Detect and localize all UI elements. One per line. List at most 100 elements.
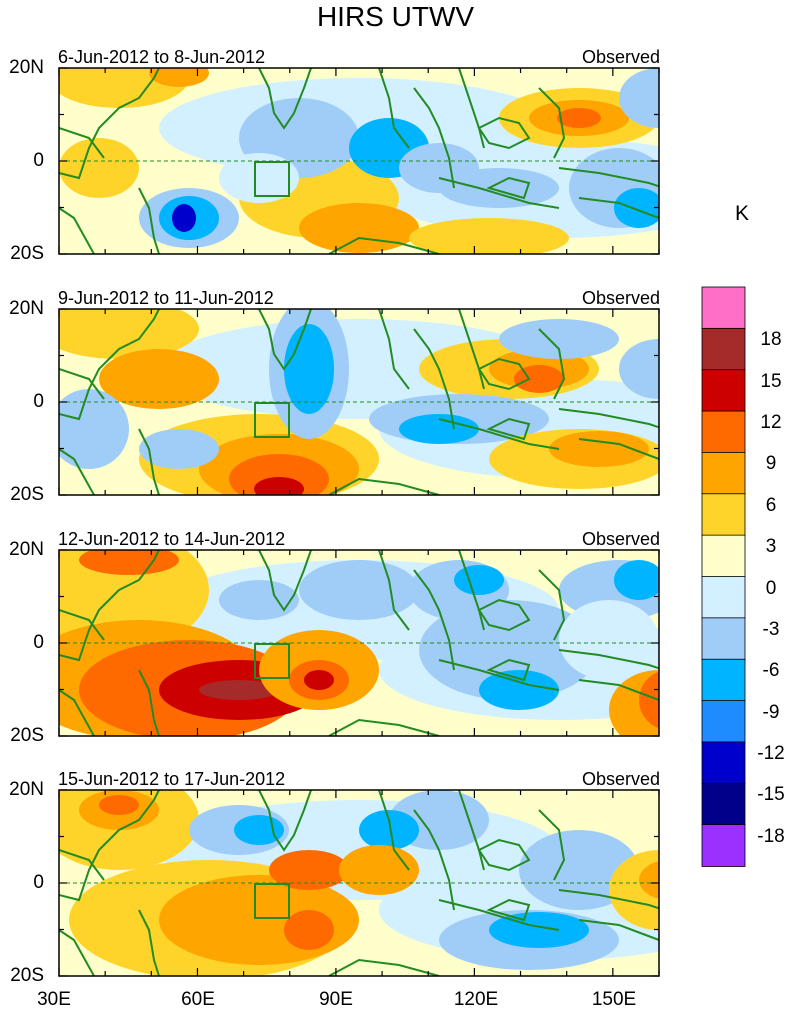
colorbar-swatch xyxy=(701,782,746,826)
anomaly-contour xyxy=(619,339,659,399)
coastline xyxy=(486,658,531,682)
anomaly-map xyxy=(58,789,660,977)
anomaly-contour xyxy=(614,560,659,600)
colorbar-tick-label: 9 xyxy=(765,453,777,475)
coastline xyxy=(477,598,531,632)
lat-label-20n: 20N xyxy=(9,298,44,319)
anomaly-contour xyxy=(359,810,419,850)
coastline xyxy=(59,127,105,159)
coastline xyxy=(538,328,566,400)
target-region-box xyxy=(254,402,290,438)
lat-label-0: 0 xyxy=(33,632,44,653)
coastline xyxy=(413,569,455,671)
panel-observed-tag: Observed xyxy=(581,769,660,789)
colorbar-swatch xyxy=(701,452,746,495)
coastline xyxy=(59,849,105,881)
lat-label-20n: 20N xyxy=(9,57,44,78)
colorbar-tick-label: 6 xyxy=(765,494,777,516)
coastline xyxy=(438,899,560,931)
colorbar-swatch xyxy=(701,286,746,330)
coastline xyxy=(438,177,560,209)
colorbar-tick-label: 0 xyxy=(765,577,777,599)
map-panel-3: 12-Jun-2012 to 14-Jun-2012 Observed 20N 0 20… xyxy=(0,528,791,768)
anomaly-contour xyxy=(149,68,209,87)
colorbar-swatch xyxy=(701,700,746,743)
lat-label-20s: 20S xyxy=(10,725,44,746)
anomaly-contour xyxy=(399,414,479,444)
coastline xyxy=(328,958,440,976)
coastline xyxy=(438,659,560,691)
anomaly-contour xyxy=(219,580,299,620)
anomaly-contour xyxy=(254,477,304,495)
lon-label-90e: 90E xyxy=(319,989,353,1010)
panel-observed-tag: Observed xyxy=(581,529,660,549)
anomaly-contour xyxy=(199,680,279,700)
coastline xyxy=(538,809,566,881)
anomaly-map xyxy=(58,67,660,255)
map-panel-2: 9-Jun-2012 to 11-Jun-2012 Observed 20N 0 20S xyxy=(0,287,791,527)
anomaly-contour xyxy=(619,68,659,128)
panel-date-range: 9-Jun-2012 to 11-Jun-2012 xyxy=(58,288,274,308)
coastline xyxy=(59,929,95,976)
coastline xyxy=(558,167,659,188)
coastline xyxy=(258,790,312,852)
coastline xyxy=(486,417,531,441)
target-region-box xyxy=(254,161,290,197)
coastline xyxy=(328,236,440,254)
coastline xyxy=(578,679,659,702)
coastline xyxy=(138,669,160,736)
lon-label-120e: 120E xyxy=(453,989,499,1010)
coastline xyxy=(458,68,485,149)
lat-label-0: 0 xyxy=(33,391,44,412)
panel-date-range: 15-Jun-2012 to 17-Jun-2012 xyxy=(58,769,286,789)
coastline xyxy=(328,477,440,495)
coastline xyxy=(486,176,531,200)
coastline xyxy=(558,889,659,910)
coastline xyxy=(59,790,160,902)
coastline xyxy=(458,550,485,631)
colorbar-tick-label: 15 xyxy=(760,370,782,392)
coastline xyxy=(413,87,455,189)
colorbar-unit: K xyxy=(735,202,750,225)
panel-date-range: 12-Jun-2012 to 14-Jun-2012 xyxy=(58,529,286,549)
coastline xyxy=(59,368,105,400)
coastline xyxy=(558,649,659,670)
colorbar-tick-label: 3 xyxy=(765,536,777,558)
anomaly-contour xyxy=(549,431,649,467)
anomaly-contour xyxy=(219,153,299,203)
anomaly-contour xyxy=(557,108,601,128)
coastline xyxy=(477,357,531,391)
lon-label-150e: 150E xyxy=(591,989,637,1010)
colorbar-swatch xyxy=(701,741,746,785)
coastline xyxy=(438,418,560,450)
coastline xyxy=(378,68,410,149)
coastline xyxy=(378,790,410,871)
colorbar-tick-label: -9 xyxy=(762,701,780,723)
lat-label-20s: 20S xyxy=(10,243,44,264)
anomaly-contour xyxy=(139,429,219,469)
anomaly-contour xyxy=(284,910,334,950)
coastline xyxy=(258,309,312,371)
lat-label-20s: 20S xyxy=(10,965,44,986)
target-region-box xyxy=(254,643,290,679)
anomaly-contour xyxy=(614,188,659,228)
colorbar-tick-label: 18 xyxy=(760,329,782,351)
anomaly-contour xyxy=(559,600,659,680)
anomaly-contour xyxy=(299,560,419,620)
anomaly-contour xyxy=(59,138,139,198)
panel-date-range: 6-Jun-2012 to 8-Jun-2012 xyxy=(58,47,266,67)
figure-title: HIRS UTWV xyxy=(316,1,475,32)
colorbar-swatch xyxy=(701,658,746,702)
coastline xyxy=(138,428,160,495)
colorbar-tick-label: -18 xyxy=(757,825,785,847)
coastline xyxy=(328,718,440,736)
colorbar-tick-label: -6 xyxy=(762,660,780,682)
anomaly-map xyxy=(58,549,660,737)
colorbar-swatch xyxy=(701,493,746,537)
coastline xyxy=(59,550,160,662)
coastline xyxy=(378,550,410,631)
coastline xyxy=(59,309,160,421)
anomaly-contour xyxy=(229,454,329,495)
coastline xyxy=(458,790,485,871)
lat-label-20s: 20S xyxy=(10,484,44,505)
